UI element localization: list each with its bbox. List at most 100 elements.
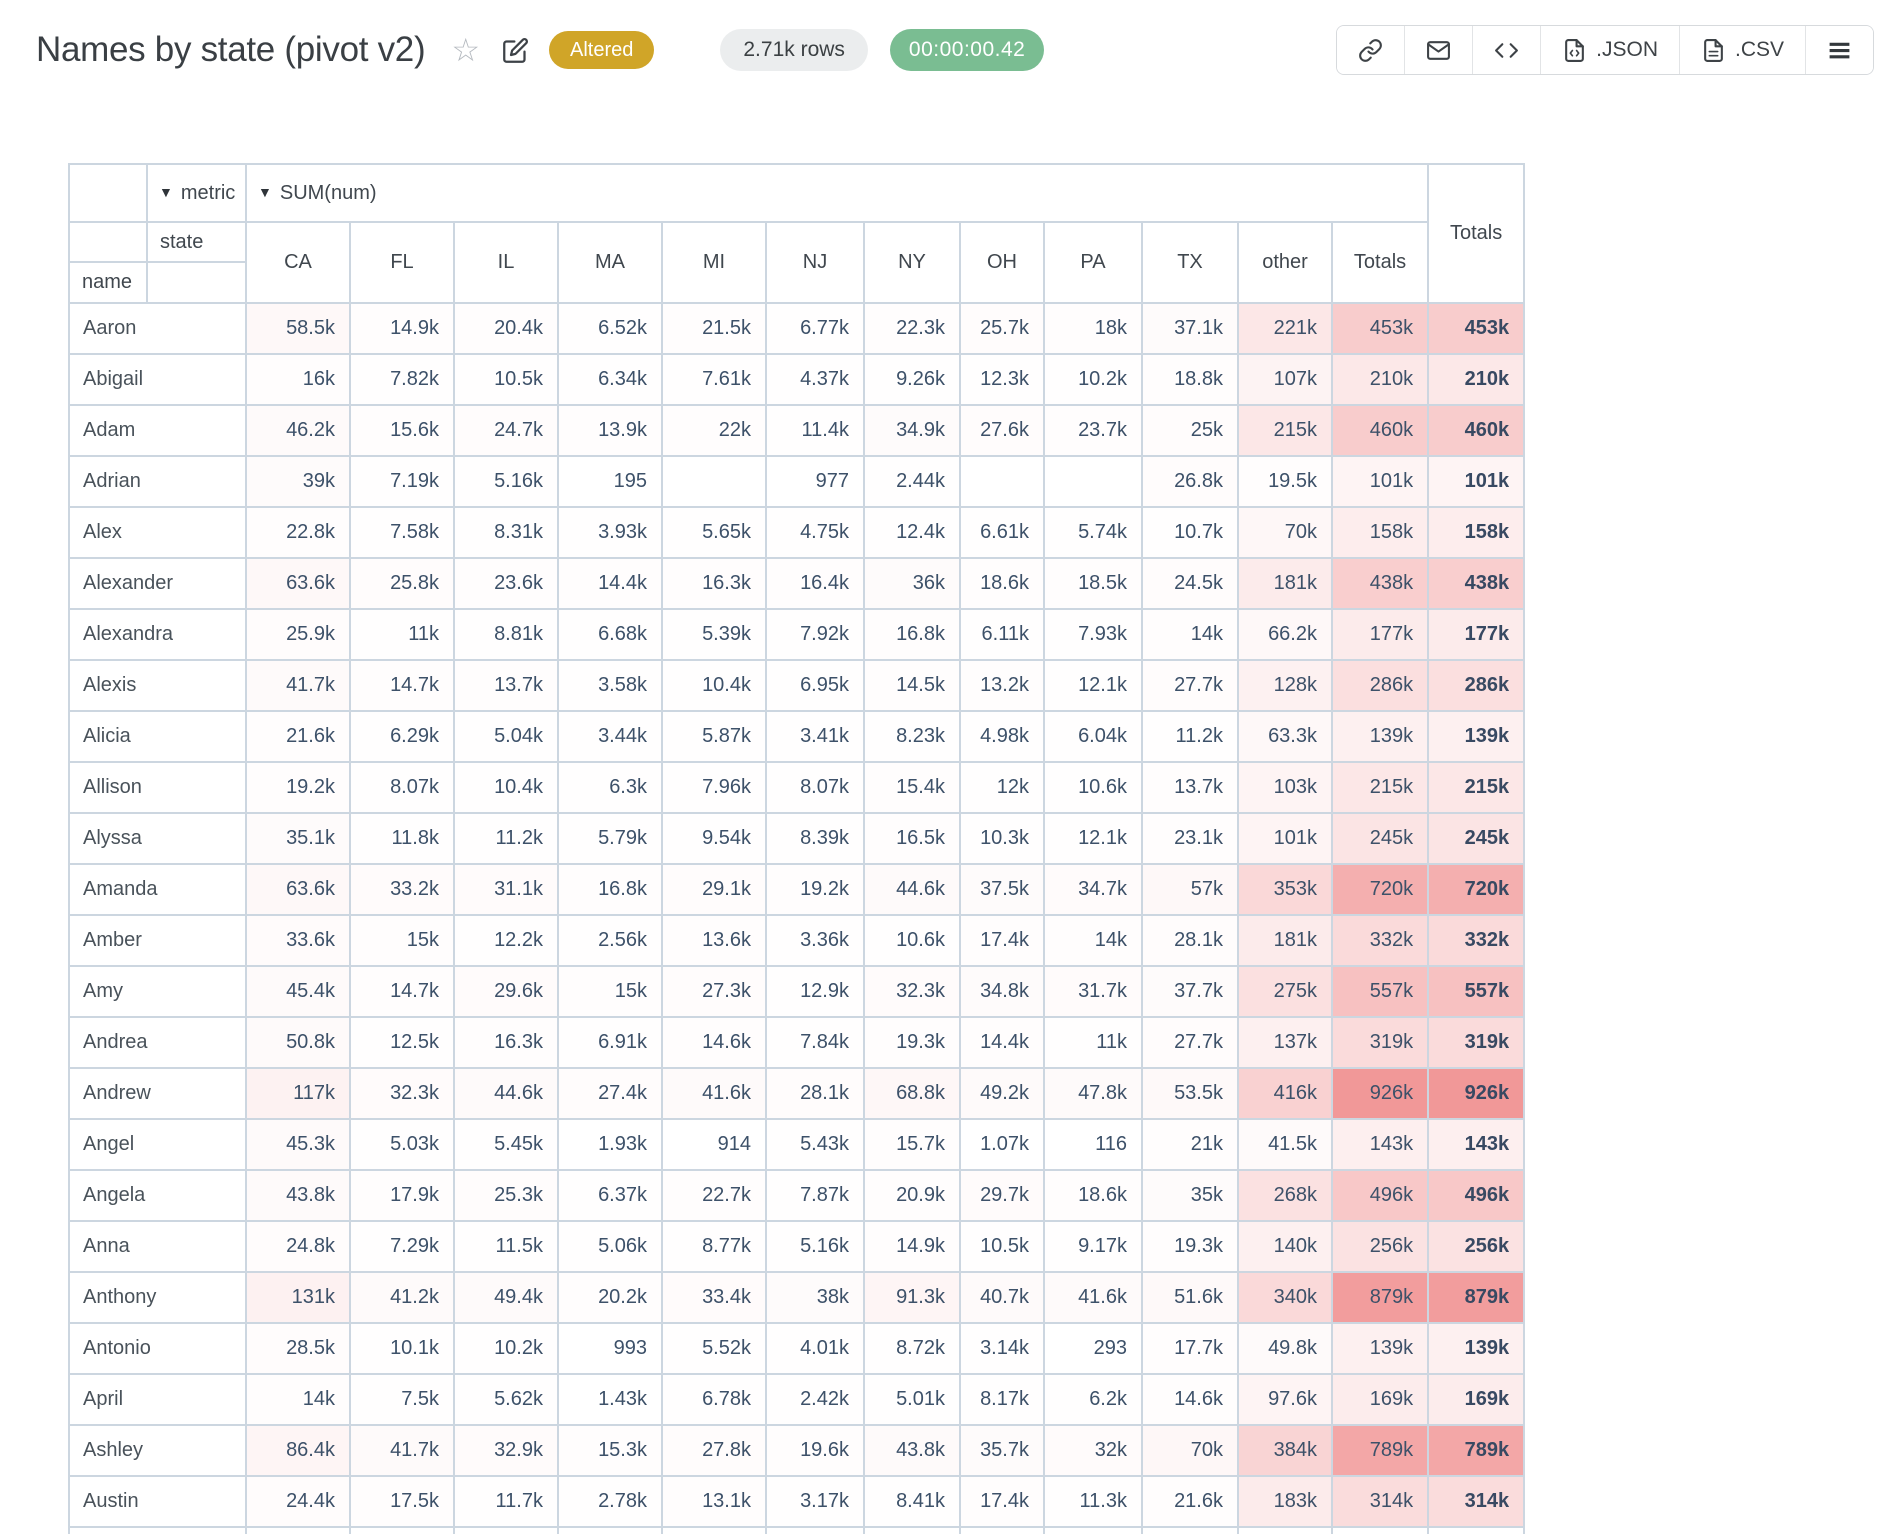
value-cell: 7.58k [349,506,455,559]
value-cell: 926k [1330,1067,1430,1120]
column-header-ny[interactable]: NY [863,221,961,304]
embed-code-button[interactable] [1472,26,1541,74]
value-cell: 43.8k [245,1169,351,1222]
value-cell: 14.9k [349,302,455,355]
column-header-ca[interactable]: CA [245,221,351,304]
value-cell: 6.52k [557,302,663,355]
table-row: Alexander 63.6k 25.8k 23.6k 14.4k 16.3k 16.4k 3… [68,557,1526,610]
chart-header-bar: Names by state (pivot v2) ☆ Altered 2.71… [0,0,1892,100]
value-cell [661,1526,767,1534]
value-cell: 10.2k [1043,353,1143,406]
altered-badge[interactable]: Altered [549,31,655,69]
row-total-cell: 169k [1427,1373,1526,1426]
value-cell: 50.8k [245,1016,351,1069]
row-total-cell: 139k [1427,710,1526,763]
table-row: Amy 45.4k 14.7k 29.6k 15k 27.3k 12.9k 32.3k 34.8… [68,965,1526,1018]
value-cell: 5.45k [453,1118,559,1171]
value-cell: 41.7k [245,659,351,712]
value-cell: 18.8k [1141,353,1239,406]
value-cell: 10.6k [863,914,961,967]
table-row: Alex 22.8k 7.58k 8.31k 3.93k 5.65k 4.75k 12.4k 6… [68,506,1526,559]
table-row: Allison 19.2k 8.07k 10.4k 6.3k 7.96k 8.07k 15.4… [68,761,1526,814]
value-cell: 19.5k [1237,455,1333,508]
value-cell: 27.7k [1141,659,1239,712]
value-cell: 31.7k [1043,965,1143,1018]
value-cell: 3.36k [765,914,865,967]
table-row: Anna 24.8k 7.29k 11.5k 5.06k 8.77k 5.16k 14.9k 1… [68,1220,1526,1273]
value-cell: 14k [245,1373,351,1426]
value-cell: 11.7k [453,1475,559,1528]
value-cell: 116 [1043,1118,1143,1171]
edit-icon[interactable] [502,37,529,64]
column-header-totals[interactable]: Totals [1330,221,1430,304]
table-row: Amanda 63.6k 33.2k 31.1k 16.8k 29.1k 19.2k 44.6… [68,863,1526,916]
file-text-icon [1701,38,1726,63]
value-cell: 19.3k [863,1016,961,1069]
value-cell: 103k [1237,761,1333,814]
menu-button[interactable] [1805,26,1873,74]
value-cell: 33.6k [245,914,351,967]
row-header-name: April [68,1373,247,1426]
favorite-star-icon[interactable]: ☆ [451,32,480,68]
table-row: Andrew 117k 32.3k 44.6k 27.4k 41.6k 28.1k 68.8k… [68,1067,1526,1120]
column-header-ma[interactable]: MA [557,221,663,304]
value-cell: 4.37k [765,353,865,406]
row-total-cell: 438k [1427,557,1526,610]
value-cell: 23.1k [1141,812,1239,865]
column-header-fl[interactable]: FL [349,221,455,304]
column-header-oh[interactable]: OH [959,221,1045,304]
value-cell: 8.23k [863,710,961,763]
table-row: Abigail 16k 7.82k 10.5k 6.34k 7.61k 4.37k 9.26k… [68,353,1526,406]
value-cell: 10.5k [453,353,559,406]
row-header-name: Alexander [68,557,247,610]
value-cell [765,1526,865,1534]
value-cell: 12.2k [453,914,559,967]
value-cell: 332k [1330,914,1430,967]
collapse-triangle-icon[interactable]: ▼ [258,183,272,200]
column-header-nj[interactable]: NJ [765,221,865,304]
value-cell: 70k [1141,1424,1239,1477]
value-cell: 18.6k [959,557,1045,610]
row-header-name: Alexis [68,659,247,712]
value-cell: 5.04k [453,710,559,763]
value-cell: 28.5k [245,1322,351,1375]
value-cell: 68.8k [863,1067,961,1120]
value-cell: 51.6k [1141,1271,1239,1324]
pivot-table: ▼ metric ▼ SUM(num) Totals state CA FL IL MA M… [68,163,1526,1534]
value-cell: 8.07k [765,761,865,814]
value-cell [959,455,1045,508]
export-csv-button[interactable]: .CSV [1678,26,1805,74]
value-cell: 18.5k [1043,557,1143,610]
row-total-cell: 879k [1427,1271,1526,1324]
value-cell: 41.2k [349,1271,455,1324]
collapse-triangle-icon[interactable]: ▼ [159,183,173,200]
value-cell: 21.6k [245,710,351,763]
row-total-cell: 256k [1427,1220,1526,1273]
value-cell: 6.78k [661,1373,767,1426]
column-header-mi[interactable]: MI [661,221,767,304]
value-cell: 14.5k [863,659,961,712]
value-cell: 63.6k [245,557,351,610]
value-cell: 6.37k [557,1169,663,1222]
export-json-button[interactable]: .JSON [1540,26,1679,74]
value-cell: 22.8k [245,506,351,559]
value-cell: 2.56k [557,914,663,967]
row-header-name: Alicia [68,710,247,763]
share-link-button[interactable] [1337,26,1405,74]
column-header-pa[interactable]: PA [1043,221,1143,304]
value-cell: 49.8k [1237,1322,1333,1375]
column-header-il[interactable]: IL [453,221,559,304]
value-cell: 7.84k [765,1016,865,1069]
value-cell: 3.93k [557,506,663,559]
table-row: Antonio 28.5k 10.1k 10.2k 993 5.52k 4.01k 8.72k… [68,1322,1526,1375]
row-header-name: Austin [68,1475,247,1528]
column-header-tx[interactable]: TX [1141,221,1239,304]
email-button[interactable] [1404,26,1473,74]
value-cell: 293 [1043,1322,1143,1375]
query-timer-badge: 00:00:00.42 [889,29,1045,71]
column-header-other[interactable]: other [1237,221,1333,304]
row-header-name: Amy [68,965,247,1018]
row-total-cell: 789k [1427,1424,1526,1477]
row-total-cell: 496k [1427,1169,1526,1222]
row-header-name: Adrian [68,455,247,508]
